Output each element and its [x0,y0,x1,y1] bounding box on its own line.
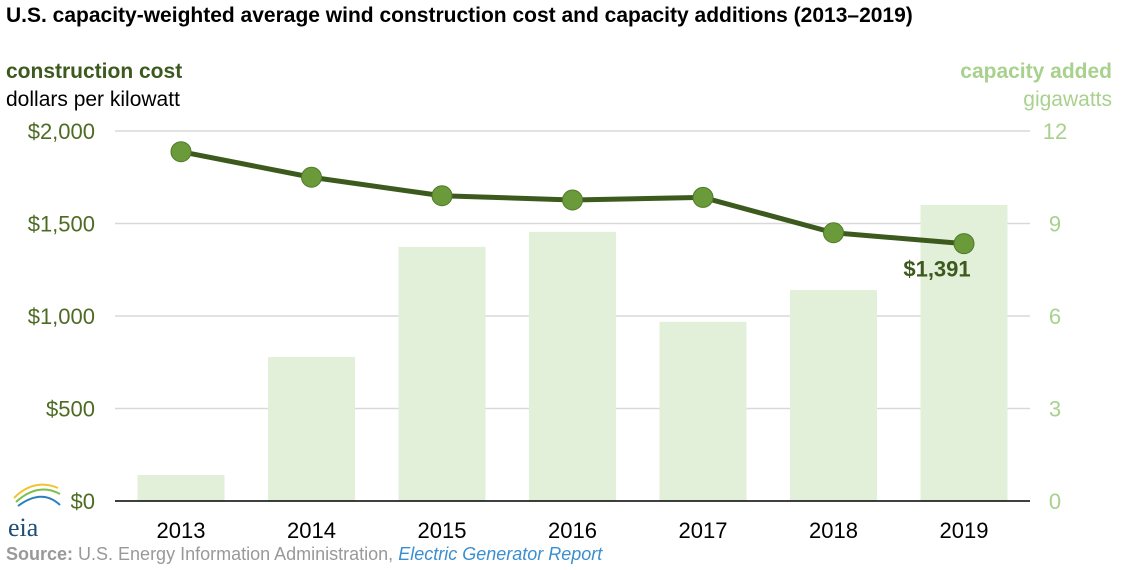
cost-point-2013 [170,141,192,163]
bar-2014 [268,357,355,501]
bar-2015 [398,246,486,501]
right-tick-label: 12 [1043,119,1067,144]
right-tick-label: 3 [1049,397,1061,422]
left-tick-label: $0 [71,489,95,514]
source-note: Source: U.S. Energy Information Administ… [6,544,602,565]
x-tick-label: 2018 [809,518,858,543]
eia-logo-arc [15,488,61,503]
right-series-label: capacity added [960,60,1112,83]
right-tick-label: 6 [1049,304,1061,329]
right-tick-label: 0 [1049,489,1061,514]
left-tick-label: $2,000 [28,119,95,144]
cost-point-2016 [562,189,583,211]
bar-2019 [920,205,1008,501]
cost-point-2018 [823,222,844,244]
bar-2016 [529,231,616,501]
data-label-2019: $1,391 [903,257,970,282]
x-tick-label: 2014 [287,518,336,543]
bar-2013 [137,475,225,501]
eia-logo-arc [13,483,59,499]
eia-logo: eia [8,513,39,542]
x-tick-label: 2016 [548,518,597,543]
left-tick-label: $1,500 [28,212,95,237]
left-tick-label: $1,000 [28,304,95,329]
cost-point-2019 [953,233,975,255]
eia-logo-arc [17,495,61,507]
cost-point-2015 [431,185,453,207]
source-link[interactable]: Electric Generator Report [398,544,603,564]
bar-2017 [659,321,747,501]
chart-title: U.S. capacity-weighted average wind cons… [6,4,913,27]
x-tick-label: 2015 [418,518,467,543]
source-text: U.S. Energy Information Administration, [73,544,399,564]
left-unit-label: dollars per kilowatt [6,88,180,111]
x-tick-label: 2017 [679,518,728,543]
cost-point-2017 [692,186,714,208]
right-unit-label: gigawatts [1023,88,1112,111]
left-series-label: construction cost [6,60,183,83]
source-label: Source: [6,544,74,564]
cost-point-2014 [301,166,322,188]
bar-2018 [790,290,877,501]
right-tick-label: 9 [1049,212,1061,237]
x-tick-label: 2013 [157,518,206,543]
x-tick-label: 2019 [940,518,989,543]
left-tick-label: $500 [46,397,95,422]
